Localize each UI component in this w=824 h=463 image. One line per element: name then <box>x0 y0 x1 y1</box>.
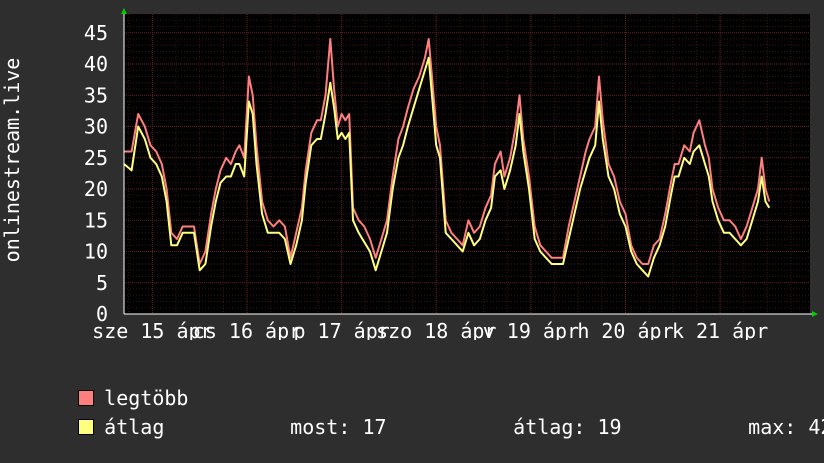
y-tick-label: 45 <box>84 21 108 45</box>
legend-max-label: legtöbb <box>104 386 189 410</box>
y-tick-label: 15 <box>84 208 108 232</box>
y-tick-label: 5 <box>96 271 108 295</box>
y-tick-labels: 0 5 10 15 20 25 30 35 40 45 <box>84 21 108 326</box>
legend-max-swatch <box>78 390 95 406</box>
legend-avg-swatch <box>78 419 95 435</box>
chart-panel: 0 5 10 15 20 25 30 35 40 45 sze 15 ápr cs 16 ápr p … <box>0 8 824 439</box>
series-layer <box>123 38 771 278</box>
y-tick-label: 25 <box>84 146 108 170</box>
stat-avg-label: átlag: <box>513 415 586 439</box>
x-tick-label: szo 18 ápr <box>376 319 496 340</box>
stat-max-label: max: <box>748 415 797 439</box>
y-tick-label: 30 <box>84 115 108 139</box>
grid-lines <box>124 13 810 314</box>
stat-avg: átlag: 19 <box>465 391 622 463</box>
x-tick-label: p 17 ápr <box>293 319 389 340</box>
x-tick-label: cs 16 ápr <box>193 319 301 340</box>
y-tick-label: 0 <box>96 302 108 326</box>
y-tick-label: 10 <box>84 240 108 264</box>
legend-avg: átlag <box>30 391 164 463</box>
legend-max: legtöbb <box>30 362 188 434</box>
y-axis-label: onlinestream.live <box>0 58 24 263</box>
stat-now: most: 17 <box>242 391 387 463</box>
x-tick-label: k 21 ápr <box>672 319 768 340</box>
x-tick-label: h 20 ápr <box>577 319 673 340</box>
y-axis-label-box: onlinestream.live <box>0 58 24 263</box>
stat-max-value: 42 <box>808 415 824 439</box>
series-line-avg <box>123 56 771 278</box>
stat-avg-value: 19 <box>597 415 622 439</box>
stat-max: max: 42 <box>700 391 824 463</box>
x-axis-arrow-icon <box>812 311 818 317</box>
legend-avg-label: átlag <box>104 415 165 439</box>
x-tick-label: v 19 ápr <box>483 319 579 340</box>
stat-now-label: most: <box>290 415 351 439</box>
stat-now-value: 17 <box>362 415 387 439</box>
y-tick-label: 20 <box>84 177 108 201</box>
y-axis-arrow-icon <box>121 8 127 14</box>
y-tick-label: 40 <box>84 52 108 76</box>
y-tick-label: 35 <box>84 83 108 107</box>
x-tick-label: sze 15 ápr <box>92 319 212 340</box>
